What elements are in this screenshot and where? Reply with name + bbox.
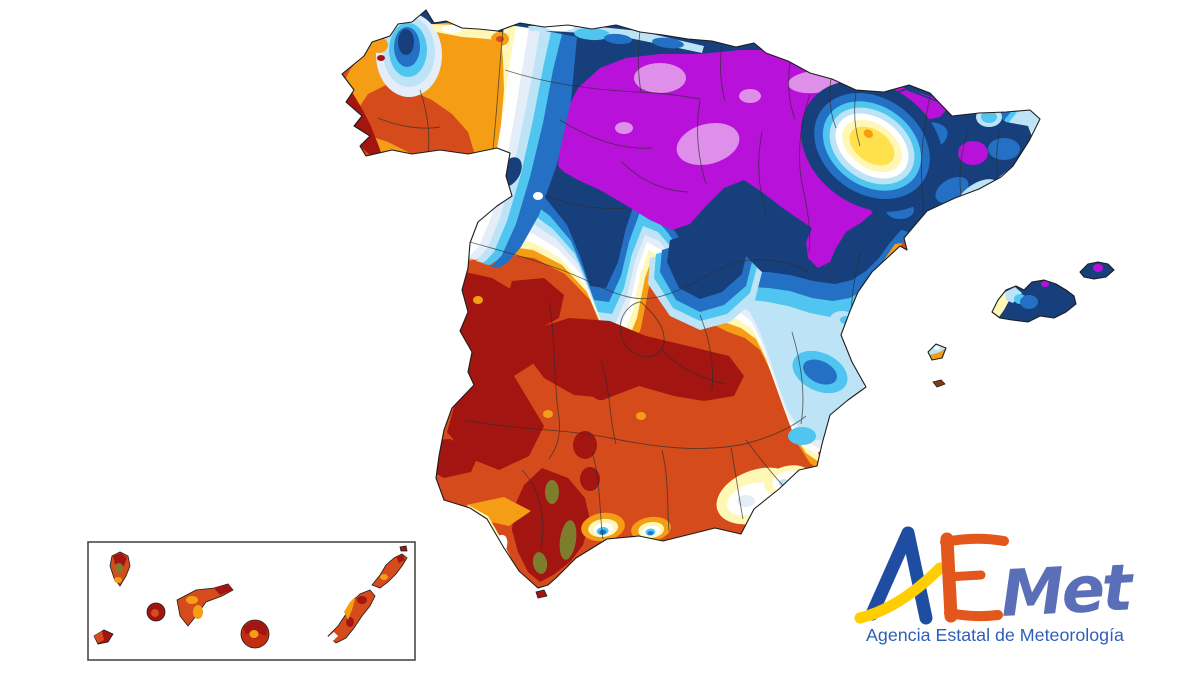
inset-frame — [87, 541, 416, 661]
mainland-coastline — [341, 9, 1041, 589]
central-front-tongue — [648, 230, 762, 330]
gran-canaria — [240, 619, 270, 649]
el-hierro — [93, 629, 114, 645]
barcelona-purple-spot — [958, 141, 988, 165]
logo-letter-e-glyph — [940, 532, 1009, 623]
balearic-islands — [927, 261, 1115, 388]
lanzarote — [371, 545, 408, 589]
canary-islands-inset — [87, 541, 416, 661]
logo-tagline: Agencia Estatal de Meteorología — [866, 625, 1124, 645]
la-palma — [109, 551, 131, 587]
logo-wordmark-met: Met — [999, 551, 1137, 632]
alicante-cape — [818, 446, 842, 462]
tenerife — [176, 583, 234, 627]
la-gomera — [146, 602, 166, 622]
ibiza — [927, 343, 947, 361]
mallorca — [991, 279, 1077, 323]
lavender-patches — [615, 63, 840, 166]
formentera — [932, 379, 946, 388]
fuerteventura — [327, 589, 376, 644]
menorca — [1079, 261, 1115, 280]
logo-swoosh — [854, 562, 946, 624]
ebro-valley-warm-spot — [800, 80, 944, 212]
canary-islands — [93, 545, 408, 649]
levante-cool-spots — [781, 311, 859, 445]
aemet-logo: A E Met Agencia Estatal de Meteorología — [854, 526, 1137, 645]
ceuta — [535, 589, 548, 599]
